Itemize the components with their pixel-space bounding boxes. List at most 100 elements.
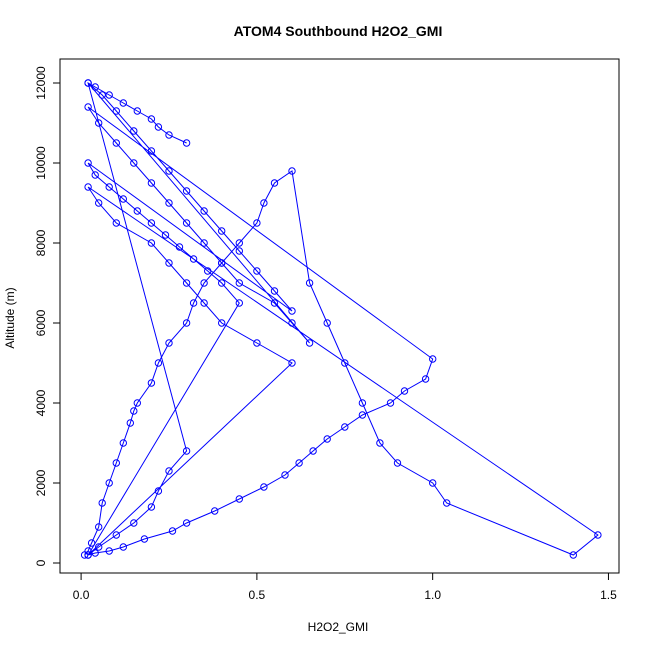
data-point	[154, 359, 163, 367]
x-axis-label: H2O2_GMI	[308, 620, 369, 634]
data-point	[288, 319, 296, 327]
y-tick-label: 2000	[34, 469, 48, 496]
data-point	[295, 459, 303, 467]
data-point	[91, 549, 99, 557]
data-point	[235, 495, 244, 503]
y-tick-label: 4000	[34, 389, 48, 416]
data-point	[84, 183, 92, 191]
data-point	[235, 299, 244, 307]
data-point	[341, 423, 349, 431]
data-point	[323, 319, 331, 327]
data-point	[288, 359, 296, 367]
x-tick-label: 1.0	[424, 588, 441, 602]
data-point	[147, 179, 156, 187]
data-point	[119, 195, 128, 203]
data-point	[147, 379, 156, 387]
series-points	[80, 79, 602, 559]
data-point	[126, 419, 135, 427]
data-point	[270, 179, 279, 187]
data-point	[130, 127, 138, 135]
series-lines	[84, 81, 599, 556]
data-point	[112, 219, 121, 227]
data-point	[147, 503, 156, 511]
y-tick-label: 8000	[34, 229, 48, 256]
data-point	[165, 259, 173, 267]
data-point	[309, 447, 317, 455]
data-point	[200, 207, 208, 215]
data-point	[105, 183, 113, 191]
data-point	[119, 99, 128, 107]
data-point	[218, 279, 226, 287]
data-point	[95, 523, 103, 531]
y-tick-label: 6000	[34, 309, 48, 336]
data-point	[189, 299, 198, 307]
data-point	[182, 219, 191, 227]
data-point	[235, 279, 244, 287]
data-point	[161, 231, 170, 239]
data-point	[175, 243, 184, 251]
data-point	[235, 247, 244, 255]
data-point	[165, 167, 173, 175]
data-point	[594, 531, 602, 539]
data-point	[147, 147, 156, 155]
data-point	[218, 227, 226, 235]
data-point	[165, 467, 173, 475]
data-point	[260, 483, 268, 491]
data-point	[165, 339, 173, 347]
y-axis-label: Altitude (m)	[3, 287, 17, 348]
data-point	[119, 439, 128, 447]
data-point	[105, 91, 113, 99]
data-point	[182, 319, 191, 327]
data-point	[421, 375, 430, 383]
data-point	[281, 471, 289, 479]
data-point	[323, 435, 331, 443]
data-point	[133, 107, 142, 115]
data-point	[112, 459, 121, 467]
data-point	[87, 539, 96, 547]
data-point	[105, 547, 113, 555]
data-point	[98, 499, 106, 507]
data-point	[358, 411, 367, 419]
data-point	[182, 447, 191, 455]
data-point	[165, 199, 173, 207]
data-point	[140, 535, 149, 543]
data-point	[133, 207, 142, 215]
data-point	[154, 487, 163, 495]
data-point	[204, 267, 212, 275]
x-tick-label: 0.5	[249, 588, 266, 602]
data-point	[253, 339, 261, 347]
y-tick-label: 0	[34, 559, 48, 566]
plot-frame	[59, 58, 620, 574]
data-point	[95, 199, 103, 207]
data-point	[182, 519, 191, 527]
data-point	[200, 279, 208, 287]
data-point	[288, 167, 296, 175]
data-point	[358, 399, 367, 407]
data-point	[341, 359, 349, 367]
data-point	[147, 219, 156, 227]
data-point	[260, 199, 268, 207]
data-point	[182, 279, 191, 287]
y-tick-label: 12000	[34, 66, 48, 100]
data-point	[154, 123, 163, 131]
data-point	[84, 551, 92, 559]
data-point	[429, 479, 437, 487]
data-point	[400, 387, 409, 395]
data-point	[84, 547, 92, 555]
data-point	[189, 255, 198, 263]
data-point	[211, 507, 219, 515]
data-point	[130, 159, 138, 167]
data-point	[105, 479, 113, 487]
data-point	[270, 299, 279, 307]
data-point	[288, 307, 296, 315]
data-point	[84, 103, 92, 111]
data-point	[95, 119, 103, 127]
data-point	[305, 339, 314, 347]
data-point	[218, 319, 226, 327]
data-point	[91, 83, 99, 91]
data-point	[429, 355, 437, 363]
data-point	[218, 259, 226, 267]
data-point	[376, 439, 384, 447]
